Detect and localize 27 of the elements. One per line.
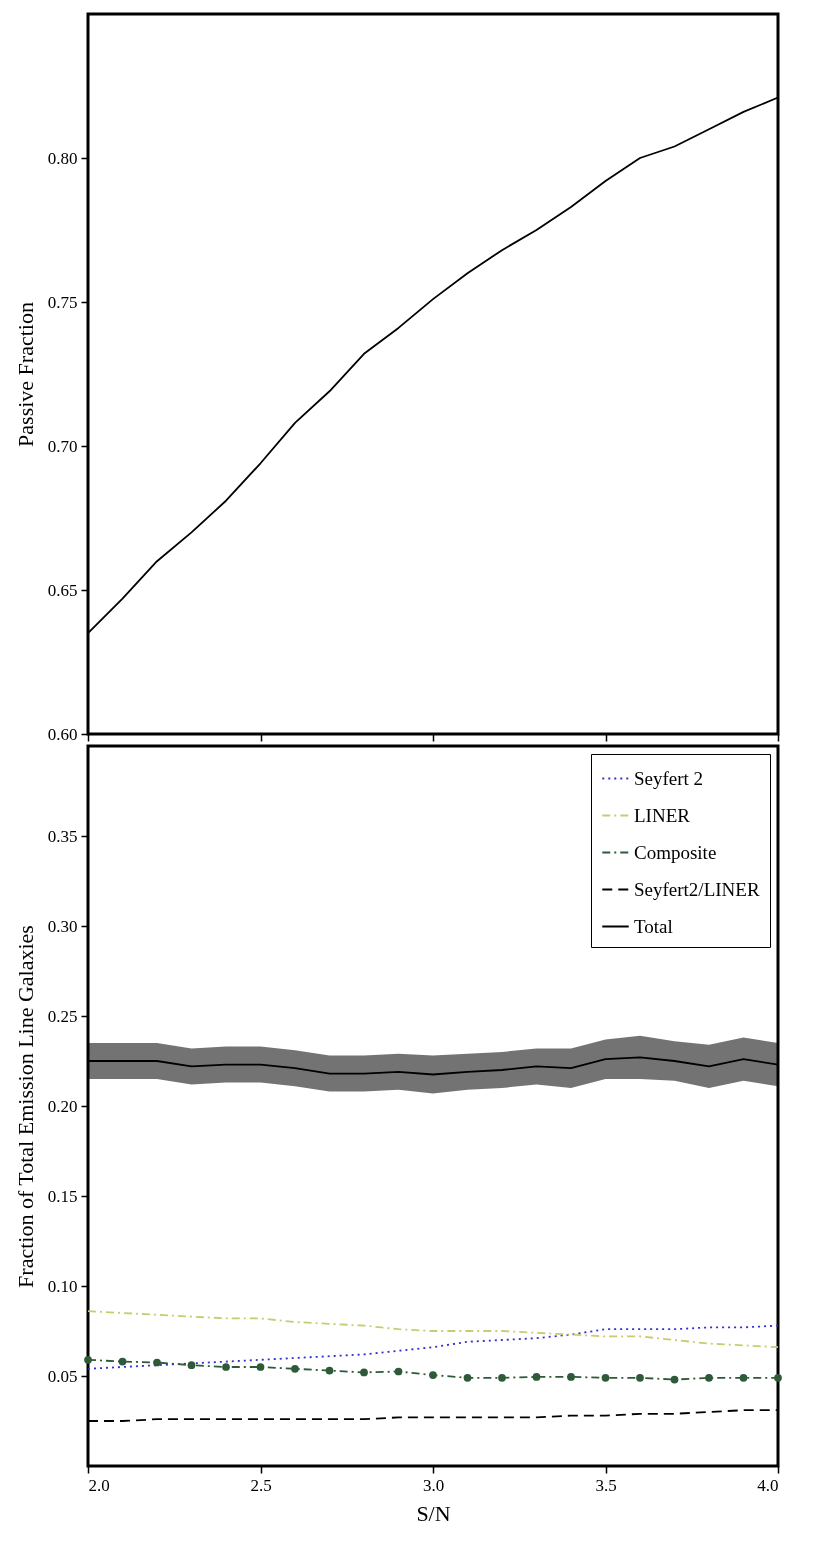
y-tick-label: 0.30 [47, 916, 78, 936]
x-tick-label: 3.5 [595, 1475, 617, 1495]
x-tick-label: 4.0 [757, 1475, 779, 1495]
line-series [87, 1324, 779, 1370]
legend-label: Seyfert 2 [634, 767, 704, 789]
y-tick-label: 0.75 [47, 292, 78, 312]
y-tick-label: 0.05 [47, 1366, 78, 1386]
legend-label: LINER [634, 804, 691, 826]
y-axis-title: Passive Fraction [12, 302, 38, 447]
x-tick-label: 2.5 [250, 1475, 272, 1495]
y-tick-label: 0.20 [47, 1096, 78, 1116]
y-tick-label: 0.80 [47, 148, 78, 168]
y-tick-label: 0.35 [47, 826, 78, 846]
x-tick-label: 3.0 [422, 1475, 445, 1495]
legend-label: Total [634, 915, 673, 937]
y-tick-label: 0.10 [47, 1276, 78, 1296]
y-tick-label: 0.60 [47, 724, 78, 744]
x-tick-label: 2.0 [88, 1475, 110, 1495]
line-series [87, 1310, 779, 1349]
legend-label: Composite [634, 841, 717, 863]
legend-label: Seyfert2/LINER [634, 878, 760, 900]
x-axis-title: S/N [416, 1500, 451, 1526]
y-axis-title: Fraction of Total Emission Line Galaxies [12, 925, 38, 1288]
y-tick-label: 0.15 [47, 1186, 78, 1206]
y-tick-label: 0.65 [47, 580, 78, 600]
y-tick-label: 0.70 [47, 436, 78, 456]
y-tick-label: 0.25 [47, 1006, 78, 1026]
